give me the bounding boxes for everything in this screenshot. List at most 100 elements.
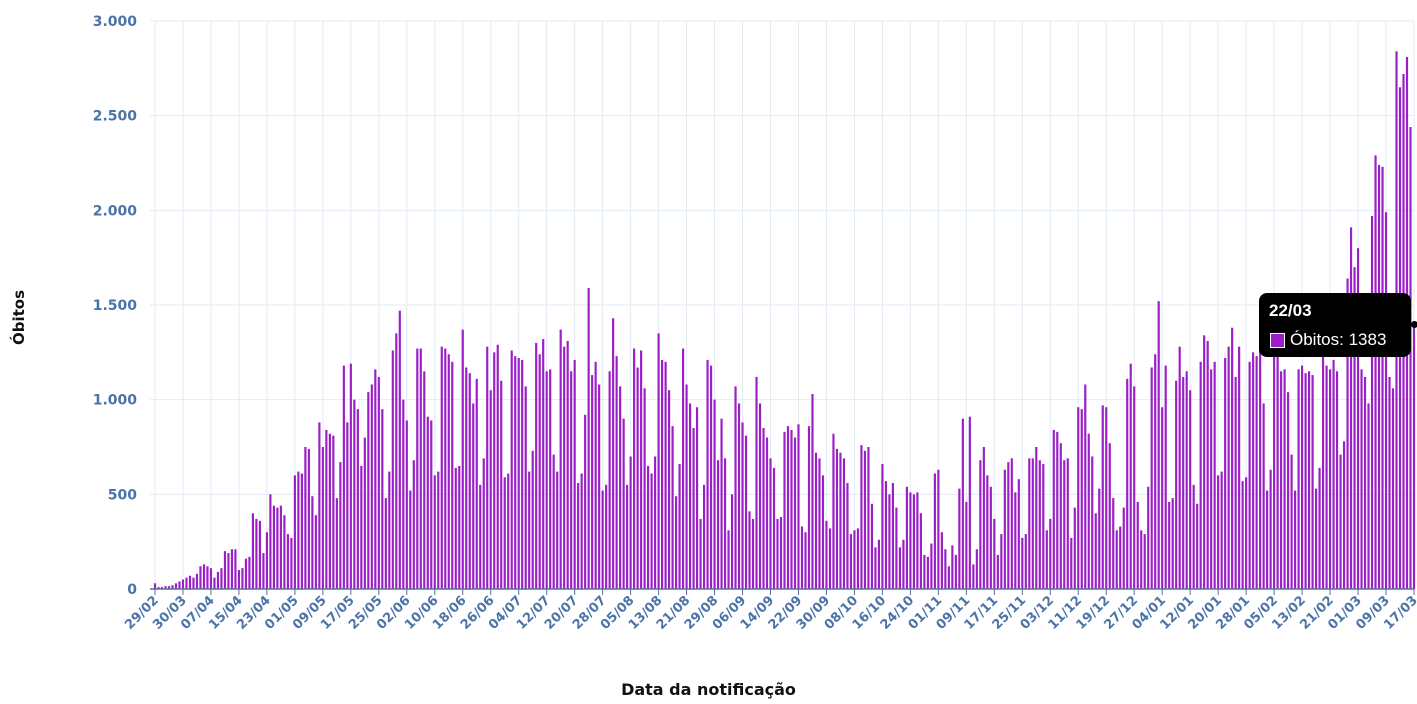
bar bbox=[1108, 443, 1111, 589]
bar bbox=[1129, 363, 1132, 589]
bar bbox=[199, 566, 202, 589]
bar bbox=[563, 346, 566, 589]
bar bbox=[237, 570, 241, 589]
bar bbox=[1035, 447, 1038, 589]
bar bbox=[1175, 380, 1178, 589]
bar bbox=[1290, 454, 1293, 589]
bar bbox=[430, 420, 433, 589]
bar bbox=[1192, 484, 1195, 589]
bar bbox=[1273, 352, 1276, 589]
bar bbox=[933, 473, 936, 589]
tooltip-series-swatch bbox=[1270, 333, 1285, 348]
bar bbox=[447, 354, 450, 589]
bar bbox=[451, 361, 454, 589]
bar bbox=[321, 447, 324, 589]
bar bbox=[867, 447, 870, 589]
bar bbox=[542, 339, 545, 589]
bar bbox=[468, 373, 471, 589]
bar bbox=[993, 518, 996, 589]
bar bbox=[675, 496, 678, 589]
bar bbox=[1328, 369, 1332, 589]
bar bbox=[975, 549, 978, 589]
bar bbox=[741, 422, 744, 589]
bar bbox=[965, 501, 968, 589]
bar bbox=[153, 583, 157, 589]
bar bbox=[640, 350, 643, 589]
bar bbox=[482, 458, 485, 589]
bar bbox=[1318, 467, 1321, 589]
y-tick-label: 2.000 bbox=[93, 203, 138, 219]
bar bbox=[1080, 409, 1083, 589]
bar bbox=[821, 475, 825, 589]
bar bbox=[1024, 534, 1027, 589]
bar bbox=[1335, 371, 1339, 589]
bar bbox=[1098, 488, 1101, 589]
bar bbox=[272, 505, 275, 589]
bar bbox=[465, 367, 468, 589]
bar bbox=[1266, 490, 1269, 589]
bar bbox=[804, 532, 807, 589]
bar bbox=[996, 554, 999, 589]
bar bbox=[241, 568, 244, 589]
bar bbox=[1157, 301, 1160, 589]
bar bbox=[891, 482, 894, 589]
bar bbox=[1126, 378, 1129, 589]
bar bbox=[1370, 216, 1374, 589]
bar bbox=[1028, 458, 1031, 589]
bar bbox=[1388, 376, 1391, 589]
bar bbox=[786, 426, 790, 589]
bar bbox=[1231, 327, 1234, 589]
bar bbox=[654, 456, 657, 589]
bar bbox=[332, 435, 335, 589]
bar bbox=[559, 329, 562, 589]
bar bbox=[1321, 350, 1325, 589]
bar bbox=[1276, 339, 1279, 589]
bar bbox=[405, 420, 408, 589]
bar bbox=[947, 566, 950, 589]
bar bbox=[1360, 369, 1363, 589]
bar bbox=[339, 462, 342, 589]
bar bbox=[884, 481, 888, 589]
bar bbox=[842, 458, 846, 589]
bar bbox=[304, 447, 307, 589]
bar bbox=[286, 534, 289, 589]
bar bbox=[1342, 441, 1346, 589]
bar bbox=[433, 475, 436, 589]
bar bbox=[216, 571, 220, 589]
bar bbox=[1003, 469, 1006, 589]
bar bbox=[1171, 498, 1174, 589]
bar bbox=[1115, 530, 1118, 589]
bar bbox=[657, 333, 660, 589]
bar bbox=[800, 526, 804, 589]
bar bbox=[584, 414, 587, 589]
bar bbox=[1143, 534, 1146, 589]
bar-series bbox=[153, 51, 1416, 590]
bar bbox=[1112, 498, 1115, 589]
bar bbox=[643, 388, 646, 589]
bar bbox=[790, 429, 793, 589]
bar bbox=[521, 359, 524, 589]
bar bbox=[692, 428, 695, 589]
y-tick-label: 3.000 bbox=[93, 14, 138, 30]
bar bbox=[1150, 367, 1153, 589]
bar bbox=[727, 530, 730, 589]
bar bbox=[342, 365, 345, 589]
bar bbox=[1262, 403, 1265, 589]
bar bbox=[1042, 464, 1045, 589]
bar bbox=[944, 549, 947, 589]
bar bbox=[251, 513, 255, 589]
bar bbox=[954, 554, 957, 589]
bar bbox=[265, 532, 268, 589]
bar bbox=[514, 356, 517, 589]
bar bbox=[699, 518, 702, 589]
tooltip-date: 22/03 bbox=[1269, 301, 1312, 320]
bar bbox=[748, 511, 751, 589]
bar bbox=[517, 358, 520, 589]
bar bbox=[195, 573, 199, 589]
bar bbox=[276, 507, 279, 589]
bar bbox=[230, 549, 234, 589]
bar bbox=[688, 403, 692, 589]
bar bbox=[636, 367, 639, 589]
bar bbox=[1381, 166, 1384, 590]
bar bbox=[1269, 469, 1272, 589]
